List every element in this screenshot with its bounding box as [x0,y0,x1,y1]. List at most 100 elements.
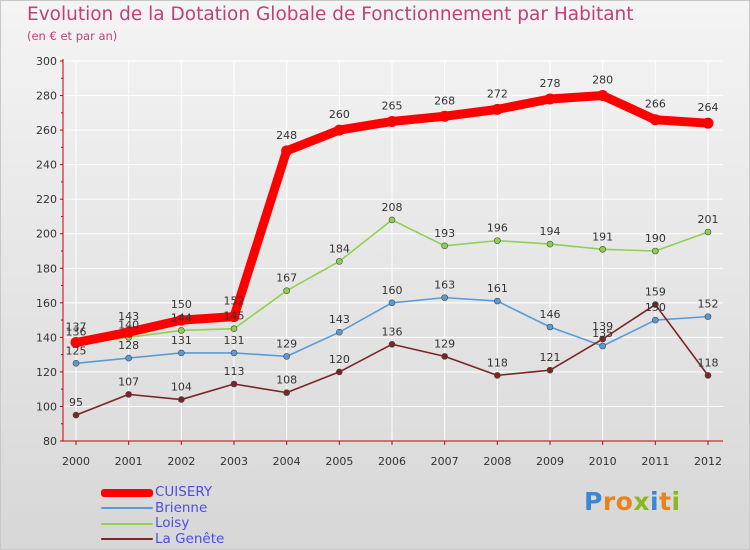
series-layer [70,90,714,419]
x-tick-label: 2004 [273,455,301,468]
x-tick-label: 2011 [641,455,669,468]
data-label-cuisery: 260 [329,108,350,121]
x-tick-label: 2006 [378,455,406,468]
point-cuisery-2000 [70,337,82,349]
y-tick-label: 260 [36,124,57,137]
y-tick-label: 220 [36,193,57,206]
data-label-la-gen-te: 136 [382,325,403,338]
data-label-la-gen-te: 159 [645,286,666,299]
data-label-cuisery: 264 [698,101,719,114]
data-label-la-gen-te: 118 [698,356,719,369]
logo-letter: t [659,487,672,516]
data-label-cuisery: 266 [645,98,666,111]
y-tick-label: 100 [36,400,57,413]
data-label-cuisery: 137 [66,321,87,334]
y-tick-label: 300 [36,55,57,68]
data-label-cuisery: 278 [540,77,561,90]
data-label-loisy: 193 [434,227,455,240]
data-label-cuisery: 272 [487,87,508,100]
data-label-cuisery: 265 [382,99,403,112]
y-tick-label: 160 [36,297,57,310]
legend-label-brienne: Brienne [155,499,208,516]
point-la-gen-te-2001 [125,391,132,398]
data-label-la-gen-te: 108 [276,374,297,387]
data-label-brienne: 146 [540,308,561,321]
point-brienne-2010 [599,342,606,350]
data-label-la-gen-te: 113 [224,365,245,378]
data-label-brienne: 163 [434,279,455,292]
point-brienne-2003 [230,349,238,357]
point-cuisery-2004 [281,145,293,157]
data-label-loisy: 145 [224,310,245,323]
y-tick-label: 80 [43,435,57,448]
data-label-cuisery: 248 [276,129,297,142]
x-tick-label: 2008 [483,455,511,468]
legend-label-loisy: Loisy [155,515,190,531]
y-tick-label: 140 [36,331,57,344]
data-label-la-gen-te: 129 [434,337,455,350]
data-label-brienne: 160 [382,284,403,297]
x-tick-label: 2000 [62,455,90,468]
logo-letter: r [602,487,616,516]
point-cuisery-2011 [649,114,661,126]
point-la-gen-te-2004 [283,389,290,396]
data-label-brienne: 152 [698,298,719,311]
data-label-loisy: 140 [118,318,139,331]
point-brienne-2012 [704,313,712,320]
point-brienne-2005 [336,328,343,336]
x-tick-label: 2012 [694,455,722,468]
data-label-brienne: 161 [487,282,508,295]
point-la-gen-te-2005 [336,368,343,376]
y-tick-label: 240 [36,159,57,172]
x-tick-label: 2001 [115,455,143,468]
point-brienne-2006 [388,299,396,307]
y-tick-label: 180 [36,262,57,275]
data-label-la-gen-te: 104 [171,381,192,394]
data-label-la-gen-te: 95 [69,396,83,409]
data-label-loisy: 144 [171,311,192,324]
x-tick-label: 2009 [536,455,564,468]
chart-subtitle: (en € et par an) [27,29,118,43]
point-la-gen-te-2010 [599,335,606,343]
point-loisy-2007 [441,242,448,250]
data-label-cuisery: 152 [224,295,245,308]
data-label-loisy: 190 [645,232,666,245]
x-tick-label: 2007 [431,455,459,468]
data-label-cuisery: 143 [118,310,139,323]
y-tick-label: 200 [36,228,57,241]
legend-swatch-loisy [101,522,153,525]
point-loisy-2003 [230,325,238,333]
logo-letter: P [584,487,603,516]
data-label-loisy: 194 [540,225,561,238]
point-la-gen-te-2003 [230,380,238,388]
point-brienne-2007 [441,294,448,301]
logo-letter: o [615,487,634,516]
point-loisy-2008 [494,237,501,244]
point-cuisery-2002 [175,314,187,326]
data-label-brienne: 128 [118,339,139,352]
point-loisy-2006 [388,216,396,224]
point-cuisery-2001 [123,326,135,338]
point-loisy-2012 [704,228,712,236]
point-loisy-2002 [178,327,185,334]
point-brienne-2002 [178,349,185,357]
data-label-loisy: 184 [329,242,350,255]
data-label-brienne: 131 [224,334,245,347]
point-la-gen-te-2000 [72,411,80,419]
point-loisy-2010 [599,245,606,253]
point-brienne-2001 [125,354,132,362]
x-tick-label: 2002 [167,455,195,468]
legend-label-cuisery: CUISERY [155,484,213,500]
data-label-loisy: 136 [66,325,87,338]
point-loisy-2004 [283,287,290,295]
point-cuisery-2008 [491,103,503,115]
y-tick-label: 280 [36,90,57,103]
point-loisy-2009 [546,240,554,248]
data-label-loisy: 201 [698,213,719,226]
data-label-cuisery: 268 [434,94,455,107]
point-brienne-2009 [546,323,554,331]
point-la-gen-te-2007 [441,353,448,360]
logo-letter: i [671,487,681,516]
point-la-gen-te-2009 [546,366,554,374]
